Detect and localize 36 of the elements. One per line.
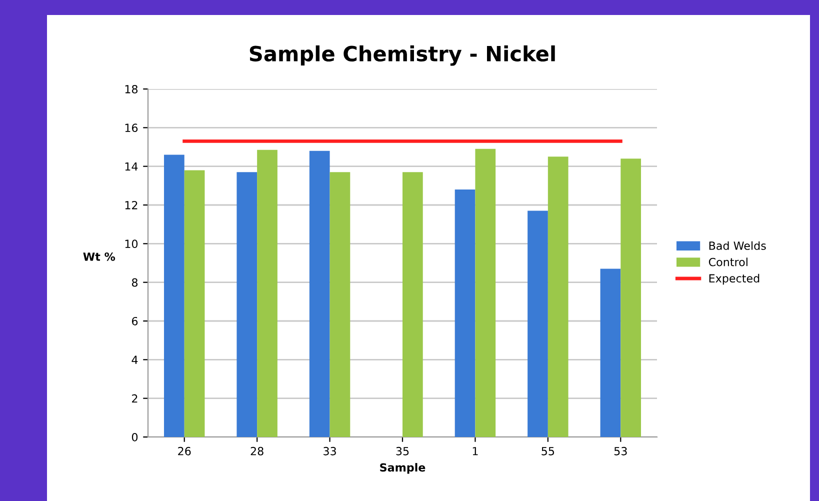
bar — [330, 172, 350, 437]
y-tick-label: 8 — [132, 278, 138, 287]
x-tick-label: 26 — [178, 446, 191, 456]
bar — [548, 156, 568, 437]
x-tick-label: 35 — [396, 446, 409, 456]
y-tick-label: 14 — [125, 162, 138, 171]
bar — [600, 268, 621, 437]
bar — [236, 172, 258, 437]
x-tick-label: 33 — [324, 446, 336, 456]
bar — [475, 148, 496, 437]
legend-label: Expected — [709, 274, 760, 285]
y-axis-title: Wt % — [83, 252, 116, 261]
x-tick-label: 28 — [250, 446, 264, 456]
y-tick-label: 16 — [125, 124, 138, 132]
y-tick-label: 18 — [125, 84, 138, 94]
y-tick-label: 4 — [132, 356, 138, 364]
bar — [620, 158, 642, 437]
y-tick-label: 0 — [132, 432, 138, 442]
x-axis-title: Sample — [380, 463, 426, 474]
y-tick-label: 6 — [132, 316, 138, 326]
bar — [309, 150, 330, 437]
x-tick-label: 1 — [472, 447, 478, 456]
legend-label: Control — [708, 258, 748, 266]
legend-label: Bad Welds — [709, 241, 766, 250]
y-tick-label: 2 — [132, 394, 138, 403]
bar — [184, 170, 205, 437]
bar — [528, 210, 548, 437]
bar — [257, 150, 278, 437]
chart-title: Sample Chemistry - Nickel — [250, 45, 555, 66]
y-tick-label: 10 — [125, 240, 138, 248]
bar — [454, 190, 476, 437]
x-tick-label: 55 — [542, 447, 554, 456]
bar — [164, 154, 184, 437]
x-tick-label: 53 — [614, 446, 627, 456]
bar — [402, 172, 423, 437]
y-tick-label: 12 — [125, 200, 138, 210]
